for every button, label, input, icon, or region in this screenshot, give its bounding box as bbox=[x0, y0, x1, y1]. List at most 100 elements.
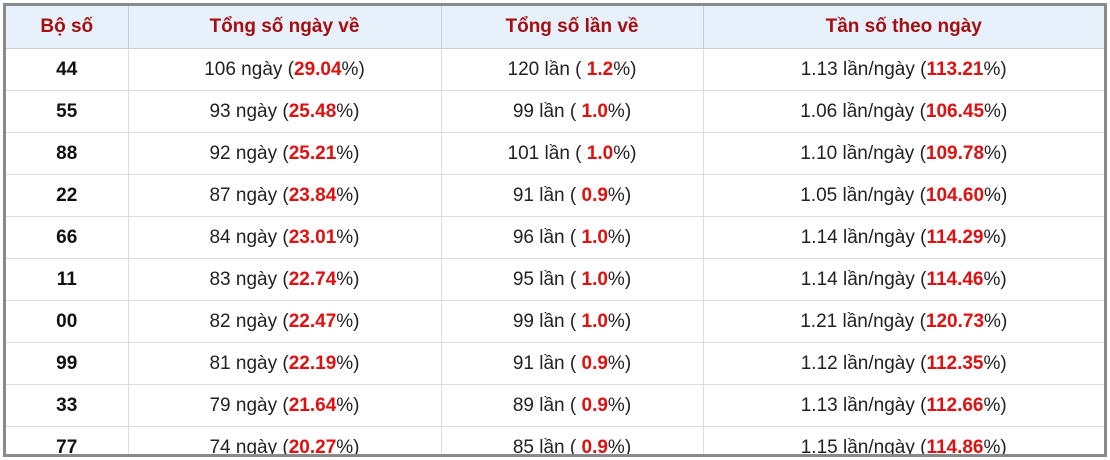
stats-table: Bộ số Tổng số ngày về Tổng số lần về Tần số… bbox=[6, 6, 1104, 457]
table-row: 66 84 ngày (23.01%) 96 lần ( 1.0%) 1.14 lần… bbox=[6, 216, 1104, 259]
cell-suffix: %) bbox=[607, 268, 632, 290]
cell-suffix: %) bbox=[336, 142, 360, 164]
stat-cell: 1.21 lần/ngày (120.73%) bbox=[703, 300, 1104, 343]
key-cell: 22 bbox=[6, 174, 129, 217]
stat-cell: 79 ngày (21.64%) bbox=[128, 384, 442, 427]
cell-percent: 25.21 bbox=[288, 142, 337, 164]
cell-suffix: %) bbox=[983, 268, 1007, 290]
key-cell: 11 bbox=[6, 258, 129, 301]
cell-text: 1.14 lần/ngày ( bbox=[800, 226, 927, 248]
cell-text: 1.13 lần/ngày ( bbox=[800, 394, 927, 416]
cell-percent: 20.27 bbox=[288, 436, 337, 457]
cell-suffix: %) bbox=[336, 436, 360, 457]
stat-cell: 1.05 lần/ngày (104.60%) bbox=[703, 174, 1104, 217]
cell-text: 1.14 lần/ngày ( bbox=[800, 268, 927, 290]
stat-cell: 101 lần ( 1.0%) bbox=[441, 132, 704, 175]
stat-cell: 99 lần ( 1.0%) bbox=[441, 300, 704, 343]
cell-text: 1.12 lần/ngày ( bbox=[800, 352, 927, 374]
cell-suffix: %) bbox=[607, 352, 632, 374]
key-cell: 33 bbox=[6, 384, 129, 427]
stat-cell: 91 lần ( 0.9%) bbox=[441, 174, 704, 217]
cell-text: 82 ngày ( bbox=[209, 310, 289, 332]
cell-text: 91 lần ( bbox=[512, 352, 582, 374]
stat-cell: 1.15 lần/ngày (114.86%) bbox=[703, 427, 1104, 457]
cell-percent: 0.9 bbox=[581, 394, 608, 416]
cell-percent: 23.01 bbox=[288, 226, 337, 248]
cell-suffix: %) bbox=[984, 142, 1008, 164]
cell-percent: 1.0 bbox=[586, 142, 614, 164]
cell-suffix: %) bbox=[336, 352, 360, 374]
key-cell: 88 bbox=[6, 132, 129, 175]
stat-cell: 93 ngày (25.48%) bbox=[128, 90, 442, 133]
cell-percent: 0.9 bbox=[581, 184, 608, 206]
stat-cell: 83 ngày (22.74%) bbox=[128, 258, 442, 301]
table-row: 99 81 ngày (22.19%) 91 lần ( 0.9%) 1.12 lần… bbox=[6, 342, 1104, 385]
cell-suffix: %) bbox=[983, 394, 1007, 416]
cell-suffix: %) bbox=[984, 310, 1008, 332]
cell-text: 101 lần ( bbox=[507, 142, 587, 164]
cell-suffix: %) bbox=[607, 100, 632, 122]
cell-percent: 114.29 bbox=[926, 226, 984, 248]
stat-cell: 95 lần ( 1.0%) bbox=[441, 258, 704, 301]
cell-percent: 22.74 bbox=[288, 268, 337, 290]
stat-cell: 1.06 lần/ngày (106.45%) bbox=[703, 90, 1104, 133]
stat-cell: 82 ngày (22.47%) bbox=[128, 300, 442, 343]
stat-cell: 120 lần ( 1.2%) bbox=[441, 48, 704, 91]
cell-percent: 1.0 bbox=[581, 268, 608, 290]
cell-suffix: %) bbox=[613, 58, 637, 80]
cell-suffix: %) bbox=[336, 100, 360, 122]
table-row: 33 79 ngày (21.64%) 89 lần ( 0.9%) 1.13 lần… bbox=[6, 384, 1104, 427]
cell-percent: 113.21 bbox=[926, 58, 984, 80]
cell-text: 120 lần ( bbox=[507, 58, 587, 80]
cell-text: 96 lần ( bbox=[512, 226, 582, 248]
stat-cell: 87 ngày (23.84%) bbox=[128, 174, 442, 217]
cell-suffix: %) bbox=[983, 436, 1007, 457]
cell-suffix: %) bbox=[607, 226, 632, 248]
table-row: 55 93 ngày (25.48%) 99 lần ( 1.0%) 1.06 lần… bbox=[6, 90, 1104, 133]
cell-text: 93 ngày ( bbox=[209, 100, 289, 122]
table-row: 00 82 ngày (22.47%) 99 lần ( 1.0%) 1.21 lần… bbox=[6, 300, 1104, 343]
cell-text: 1.10 lần/ngày ( bbox=[800, 142, 926, 164]
header-cell: Tần số theo ngày bbox=[703, 6, 1104, 49]
stat-cell: 1.10 lần/ngày (109.78%) bbox=[703, 132, 1104, 175]
cell-text: 95 lần ( bbox=[512, 268, 582, 290]
cell-suffix: %) bbox=[983, 226, 1007, 248]
cell-text: 81 ngày ( bbox=[209, 352, 289, 374]
cell-suffix: %) bbox=[341, 58, 365, 80]
stat-cell: 1.13 lần/ngày (113.21%) bbox=[703, 48, 1104, 91]
cell-percent: 23.84 bbox=[288, 184, 337, 206]
stat-cell: 92 ngày (25.21%) bbox=[128, 132, 442, 175]
key-cell: 77 bbox=[6, 426, 129, 454]
table-row: 22 87 ngày (23.84%) 91 lần ( 0.9%) 1.05 lần… bbox=[6, 174, 1104, 217]
header-cell: Tổng số lần về bbox=[441, 6, 704, 49]
key-cell: 66 bbox=[6, 216, 129, 259]
cell-text: 87 ngày ( bbox=[209, 184, 289, 206]
cell-percent: 104.60 bbox=[925, 184, 985, 206]
cell-suffix: %) bbox=[984, 184, 1008, 206]
stat-cell: 99 lần ( 1.0%) bbox=[441, 90, 704, 133]
header-row: Bộ số Tổng số ngày về Tổng số lần về Tần số… bbox=[6, 6, 1104, 49]
stat-cell: 96 lần ( 1.0%) bbox=[441, 216, 704, 259]
cell-text: 84 ngày ( bbox=[209, 226, 289, 248]
cell-percent: 112.35 bbox=[926, 352, 984, 374]
cell-percent: 114.46 bbox=[926, 268, 984, 290]
stat-cell: 1.12 lần/ngày (112.35%) bbox=[703, 342, 1104, 385]
cell-suffix: %) bbox=[607, 436, 632, 457]
cell-suffix: %) bbox=[336, 394, 360, 416]
cell-percent: 120.73 bbox=[925, 310, 985, 332]
stat-cell: 84 ngày (23.01%) bbox=[128, 216, 442, 259]
cell-text: 79 ngày ( bbox=[209, 394, 289, 416]
stat-cell: 106 ngày (29.04%) bbox=[128, 48, 442, 91]
cell-percent: 1.0 bbox=[581, 226, 608, 248]
cell-suffix: %) bbox=[336, 268, 360, 290]
stat-cell: 1.13 lần/ngày (112.66%) bbox=[703, 384, 1104, 427]
stat-cell: 91 lần ( 0.9%) bbox=[441, 342, 704, 385]
cell-text: 92 ngày ( bbox=[209, 142, 289, 164]
header-cell: Tổng số ngày về bbox=[128, 6, 442, 49]
table-row: 11 83 ngày (22.74%) 95 lần ( 1.0%) 1.14 lần… bbox=[6, 258, 1104, 301]
cell-text: 89 lần ( bbox=[512, 394, 582, 416]
cell-text: 85 lần ( bbox=[512, 436, 582, 457]
cell-text: 99 lần ( bbox=[512, 310, 582, 332]
cell-percent: 114.86 bbox=[926, 436, 984, 457]
cell-percent: 25.48 bbox=[288, 100, 337, 122]
